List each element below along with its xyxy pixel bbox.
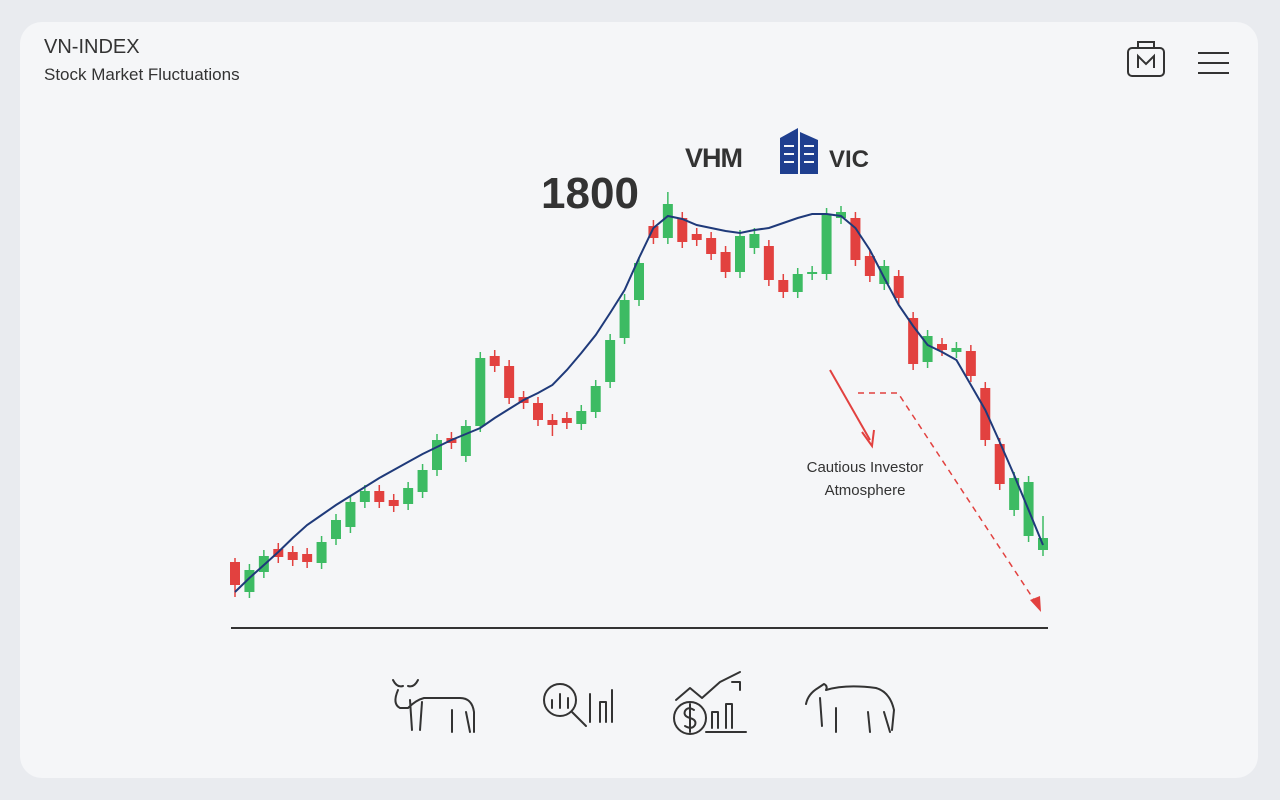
candle-body <box>735 236 745 272</box>
candle-body <box>864 256 875 276</box>
candle-body <box>460 426 471 456</box>
annotation-arrows <box>829 369 1041 612</box>
bear-icon[interactable] <box>805 683 895 733</box>
candle-body <box>980 388 991 440</box>
menu-button[interactable] <box>1198 52 1229 74</box>
candle-body <box>821 214 832 274</box>
candle-body <box>879 266 890 284</box>
bull-icon[interactable] <box>392 679 475 733</box>
candle-body <box>331 520 341 539</box>
peak-label: 1800 <box>541 169 639 218</box>
candle-body <box>345 502 356 527</box>
candle-body <box>778 280 789 292</box>
bottom-icons <box>392 671 895 735</box>
candle-body <box>893 276 904 298</box>
candle-body <box>951 348 962 352</box>
candle-body <box>403 488 414 504</box>
candle-body <box>634 263 644 300</box>
logo-vic: VIC <box>829 146 869 173</box>
candle-body <box>994 444 1005 484</box>
candle-body <box>388 500 399 506</box>
candle-body <box>792 274 803 292</box>
candle-body <box>374 491 385 502</box>
candle-body <box>662 204 673 238</box>
candle-body <box>561 418 572 423</box>
candle-body <box>475 358 486 426</box>
candle-body <box>605 340 616 382</box>
annotation-line: Cautious Investor <box>807 459 924 476</box>
candle-body <box>1009 478 1020 510</box>
candle-body <box>230 562 240 585</box>
candle-body <box>302 554 313 562</box>
candle-body <box>922 336 933 362</box>
candle-body <box>489 356 500 366</box>
candle-body <box>316 542 327 563</box>
candle-body <box>648 226 659 238</box>
candle-body <box>749 234 760 248</box>
candle-body <box>720 252 731 272</box>
candle-body <box>677 218 688 242</box>
candle-body <box>619 300 630 338</box>
subtitle: Stock Market Fluctuations <box>44 65 240 84</box>
candle-body <box>937 344 947 350</box>
annotation-line: Atmosphere <box>825 482 906 499</box>
candle-body <box>432 440 442 470</box>
bag-button[interactable] <box>1127 41 1165 77</box>
analysis-icon[interactable] <box>543 683 613 727</box>
vic-icon <box>780 128 818 174</box>
candle-body <box>576 411 587 424</box>
growth-icon[interactable] <box>673 671 747 735</box>
candle-body <box>691 234 702 240</box>
candle-body <box>244 570 255 592</box>
logo-vhm: VHM <box>685 143 742 173</box>
plot: 1800 <box>230 169 1048 598</box>
card <box>20 22 1258 778</box>
candle-body <box>547 420 558 425</box>
candle-body <box>908 318 919 364</box>
candle-body <box>590 386 601 412</box>
candle-body <box>850 218 861 260</box>
trend-line <box>234 213 1044 593</box>
candle-body <box>533 403 543 420</box>
candle-body <box>287 552 298 560</box>
candle-body <box>965 351 976 376</box>
title: VN-INDEX <box>44 36 140 58</box>
candle-body <box>706 238 717 254</box>
candle-body <box>504 366 515 398</box>
candle-body <box>763 246 774 280</box>
candle-body <box>807 272 818 274</box>
candle-body <box>417 470 428 492</box>
candle-body <box>359 491 370 502</box>
